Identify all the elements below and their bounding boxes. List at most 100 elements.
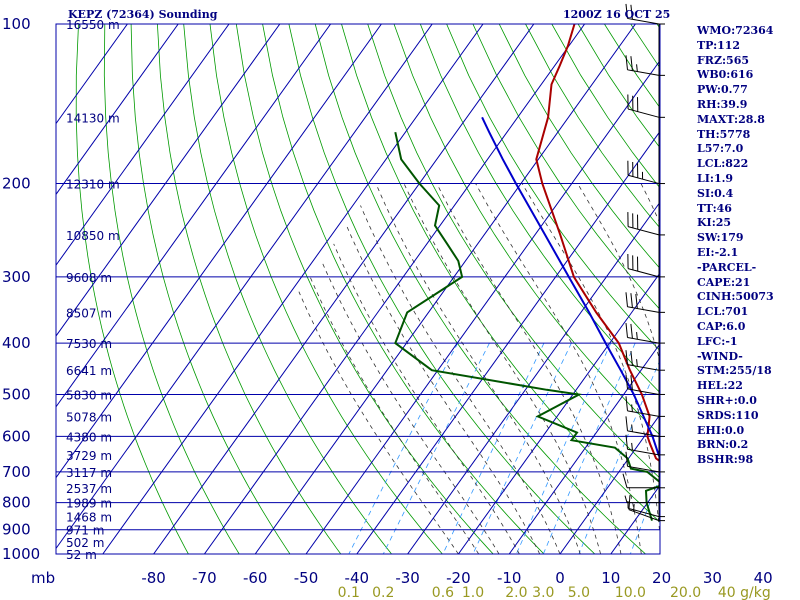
index-row: TP:112 — [697, 38, 741, 52]
wind-barb-shaft — [627, 17, 660, 25]
isotherm-line — [407, 201, 660, 554]
wind-barb — [625, 451, 665, 473]
wind-barb — [625, 416, 665, 437]
dry-adiabat — [393, 24, 660, 436]
wind-barb-shaft — [627, 306, 660, 313]
wind-barb — [622, 473, 665, 489]
index-row: -PARCEL- — [697, 260, 757, 274]
wind-barb-shaft — [627, 364, 660, 371]
moist-adiabat — [333, 243, 520, 554]
wind-barb-shaft — [627, 268, 660, 278]
wind-barb-flag — [625, 396, 628, 411]
dry-adiabat — [75, 24, 189, 554]
mixing-ratio-label: 2.0 — [505, 585, 527, 600]
wind-barb-shaft — [627, 448, 660, 456]
index-row: EHI:0.0 — [697, 423, 745, 437]
height-label: 12310 m — [66, 178, 120, 192]
dry-adiabat — [103, 24, 240, 554]
plot-border — [55, 23, 661, 555]
wind-barb — [625, 292, 665, 313]
temperature-tick-label: 30 — [703, 569, 722, 587]
wind-barb-shaft — [627, 226, 660, 236]
isotherm-line — [56, 24, 230, 267]
wind-barb-flag — [624, 495, 628, 503]
index-row: LFC:-1 — [697, 334, 738, 348]
wind-barb-flag — [625, 374, 628, 389]
temperature-tick-label: -40 — [345, 569, 370, 587]
mixing-ratio-label: 40 g/kg — [718, 585, 771, 600]
plot-area — [56, 24, 660, 554]
index-row: RH:39.9 — [697, 97, 748, 111]
wind-barb — [625, 55, 665, 76]
temperature-tick-label: 40 — [754, 569, 773, 587]
wind-barb-flag — [625, 451, 628, 467]
wind-barb — [627, 212, 665, 236]
wind-barb-flag — [625, 292, 628, 307]
wind-barb-flag — [625, 434, 628, 450]
mixing-ratio-line — [516, 342, 612, 554]
temperature-tick-label: -80 — [141, 569, 166, 587]
wind-barb-flag — [631, 442, 633, 451]
wind-barb — [625, 3, 665, 25]
dry-adiabat — [183, 24, 392, 554]
wind-barbs — [622, 3, 665, 522]
dry-adiabat — [262, 24, 545, 554]
dewpoint-line — [394, 131, 660, 521]
dry-adiabat — [288, 24, 596, 554]
isotherm-line — [254, 24, 636, 554]
height-label: 502 m — [66, 536, 104, 550]
temperature-line — [535, 24, 660, 463]
isotherm-line — [56, 24, 128, 125]
wind-barb-flag — [636, 331, 638, 340]
height-label: 971 m — [66, 524, 104, 538]
wind-barb — [625, 323, 665, 344]
mixing-ratio-label: 1.0 — [462, 585, 484, 600]
index-row: PW:0.77 — [697, 83, 748, 97]
isotherm-line — [56, 24, 382, 479]
temperature-tick-label: -20 — [446, 569, 471, 587]
index-row: CAPE:21 — [697, 275, 751, 289]
height-label: 4380 m — [66, 430, 112, 444]
mixing-ratio-line — [348, 342, 459, 554]
wind-barb-flag — [625, 55, 628, 70]
wind-barb-flag — [625, 3, 628, 19]
mixing-ratio-label: 5.0 — [568, 585, 590, 600]
wind-barb-shaft — [627, 69, 660, 76]
pressure-tick-label: 700 — [2, 463, 31, 481]
isotherm-line — [203, 24, 586, 554]
wind-barb-flag — [636, 64, 638, 72]
isotherm-line — [56, 24, 433, 550]
index-row: MAXT:28.8 — [697, 112, 765, 126]
dry-adiabat — [235, 24, 494, 554]
index-row: STM:255/18 — [697, 364, 772, 378]
moist-adiabat — [436, 183, 622, 554]
wind-barb-flag — [630, 293, 633, 308]
temperature-tick-label: -60 — [243, 569, 268, 587]
temperature-tick-label: -10 — [497, 569, 522, 587]
mixing-ratio-label: 0.6 — [432, 585, 454, 600]
wind-barb-flag — [630, 323, 633, 339]
temperature-tick-label: -30 — [395, 569, 420, 587]
index-row: L57:7.0 — [697, 142, 744, 156]
index-row: TH:5778 — [697, 127, 751, 141]
pressure-tick-label: 900 — [2, 521, 31, 539]
mixing-ratio-label: 20.0 — [670, 585, 701, 600]
index-row: HEL:22 — [697, 379, 743, 393]
isotherm-line — [305, 59, 660, 554]
pressure-tick-label: 400 — [2, 334, 31, 352]
isotherm-line — [56, 24, 179, 196]
wind-barb-flag — [635, 294, 638, 309]
wind-barb — [627, 94, 665, 118]
index-row: LCL:701 — [697, 305, 749, 319]
wind-barb-flag — [631, 404, 633, 412]
dry-adiabat — [419, 24, 660, 394]
wind-barb-flag — [630, 4, 633, 20]
wind-barb-shaft — [627, 337, 660, 344]
moist-adiabat — [403, 183, 601, 554]
index-row: EI:-2.1 — [697, 245, 739, 259]
moist-adiabat — [346, 225, 541, 554]
dry-adiabat — [314, 24, 646, 554]
wind-barb-flag — [630, 375, 633, 390]
dry-adiabat — [209, 24, 443, 554]
